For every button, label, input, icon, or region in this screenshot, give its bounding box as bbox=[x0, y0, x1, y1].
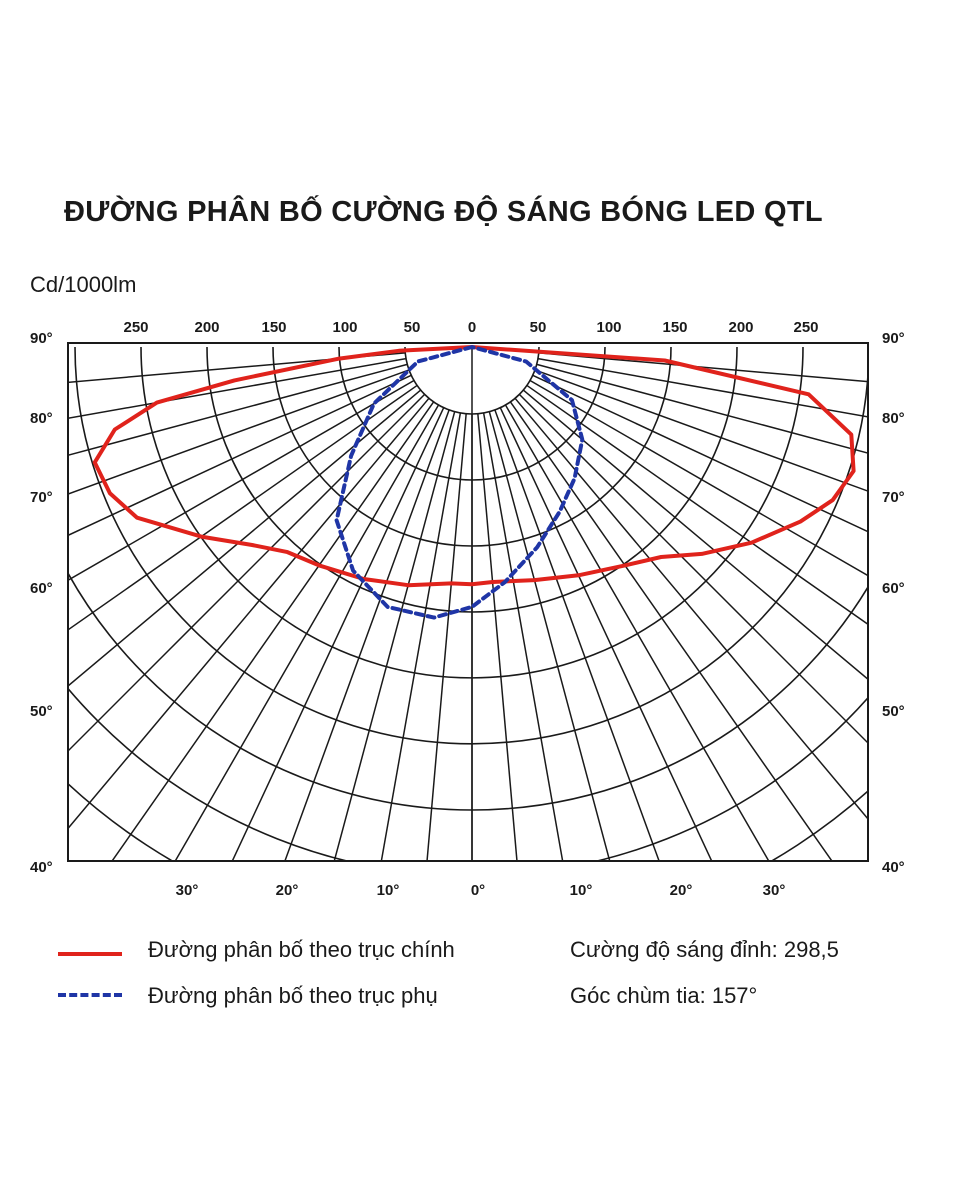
axis-labels: 250 200 150 100 50 0 50 100 150 200 250 90° 90° 80° 80… bbox=[30, 319, 905, 899]
grid-radial bbox=[68, 393, 426, 753]
top-tick-label: 200 bbox=[194, 319, 219, 336]
grid-radial bbox=[426, 413, 467, 861]
grid-radial bbox=[380, 412, 462, 861]
top-tick-label: 0 bbox=[468, 319, 476, 336]
grid-radial bbox=[499, 407, 713, 861]
chart-title: ĐƯỜNG PHÂN BỐ CƯỜNG ĐỘ SÁNG BÓNG LED QTL bbox=[64, 196, 823, 228]
grid-radial bbox=[68, 352, 406, 384]
top-tick-label: 50 bbox=[404, 319, 421, 336]
grid-radial bbox=[68, 374, 412, 537]
peak-intensity: Cường độ sáng đỉnh: 298,5 bbox=[570, 937, 839, 962]
grid-radial bbox=[538, 352, 868, 383]
grid-radial bbox=[514, 397, 868, 821]
grid-radial bbox=[509, 401, 833, 861]
unit-label: Cd/1000lm bbox=[30, 272, 137, 297]
grid-radial bbox=[174, 404, 440, 861]
grid-radial bbox=[68, 389, 422, 687]
top-tick-label: 50 bbox=[530, 319, 547, 336]
legend-secondary-label: Đường phân bố theo trục phụ bbox=[148, 983, 438, 1008]
bottom-angle-label: 20° bbox=[276, 882, 299, 899]
legend-primary-label: Đường phân bố theo trục chính bbox=[148, 937, 455, 962]
right-angle-label: 70° bbox=[882, 489, 905, 506]
left-angle-label: 50° bbox=[30, 703, 53, 720]
right-angle-label: 40° bbox=[882, 859, 905, 876]
grid-radial bbox=[522, 389, 868, 681]
top-tick-label: 200 bbox=[728, 319, 753, 336]
grid-radial bbox=[537, 357, 868, 418]
chart-frame bbox=[67, 342, 869, 862]
grid-radial bbox=[532, 374, 868, 533]
grid-radial bbox=[526, 384, 868, 626]
grid-radial bbox=[284, 409, 450, 861]
top-tick-label: 100 bbox=[596, 319, 621, 336]
bottom-angle-label: 30° bbox=[763, 882, 786, 899]
grid-radial bbox=[494, 409, 660, 861]
grid-radial bbox=[536, 363, 868, 454]
bottom-angle-label: 20° bbox=[670, 882, 693, 899]
grid-radial bbox=[504, 404, 770, 861]
grid-radial bbox=[68, 379, 415, 582]
legend-primary-line bbox=[58, 952, 122, 956]
grid-radial bbox=[529, 379, 868, 577]
top-tick-label: 250 bbox=[123, 319, 148, 336]
polar-grid bbox=[68, 346, 868, 861]
right-angle-label: 50° bbox=[882, 703, 905, 720]
beam-angle: Góc chùm tia: 157° bbox=[570, 983, 758, 1008]
grid-radial bbox=[231, 407, 445, 861]
top-tick-label: 100 bbox=[332, 319, 357, 336]
left-angle-label: 60° bbox=[30, 580, 53, 597]
primary-axis-curve bbox=[92, 345, 856, 588]
grid-radial bbox=[488, 411, 611, 861]
left-angle-label: 70° bbox=[30, 489, 53, 506]
right-angle-label: 90° bbox=[882, 330, 905, 347]
left-angle-label: 80° bbox=[30, 410, 53, 427]
grid-radial bbox=[68, 357, 407, 419]
grid-radial bbox=[68, 369, 410, 495]
grid-radial bbox=[68, 363, 408, 457]
bottom-angle-label: 10° bbox=[570, 882, 593, 899]
grid-radial bbox=[68, 397, 430, 830]
distribution-curves bbox=[92, 345, 856, 620]
grid-radial bbox=[68, 384, 418, 631]
top-tick-label: 150 bbox=[261, 319, 286, 336]
top-tick-label: 150 bbox=[662, 319, 687, 336]
grid-radial bbox=[534, 369, 868, 492]
bottom-angle-label: 0° bbox=[471, 882, 485, 899]
top-tick-label: 250 bbox=[793, 319, 818, 336]
left-angle-label: 40° bbox=[30, 859, 53, 876]
grid-radial bbox=[477, 413, 518, 861]
grid-radial bbox=[111, 401, 435, 861]
grid-radial bbox=[482, 412, 564, 861]
right-angle-label: 80° bbox=[882, 410, 905, 427]
bottom-angle-label: 30° bbox=[176, 882, 199, 899]
legend-secondary-line bbox=[58, 993, 122, 997]
bottom-angle-label: 10° bbox=[377, 882, 400, 899]
grid-radial bbox=[333, 411, 456, 861]
right-angle-label: 60° bbox=[882, 580, 905, 597]
left-angle-label: 90° bbox=[30, 330, 53, 347]
secondary-axis-curve bbox=[334, 345, 585, 620]
polar-chart: 250 200 150 100 50 0 50 100 150 200 250 90° 90° 80° 80… bbox=[30, 319, 905, 899]
grid-radial bbox=[518, 393, 868, 745]
